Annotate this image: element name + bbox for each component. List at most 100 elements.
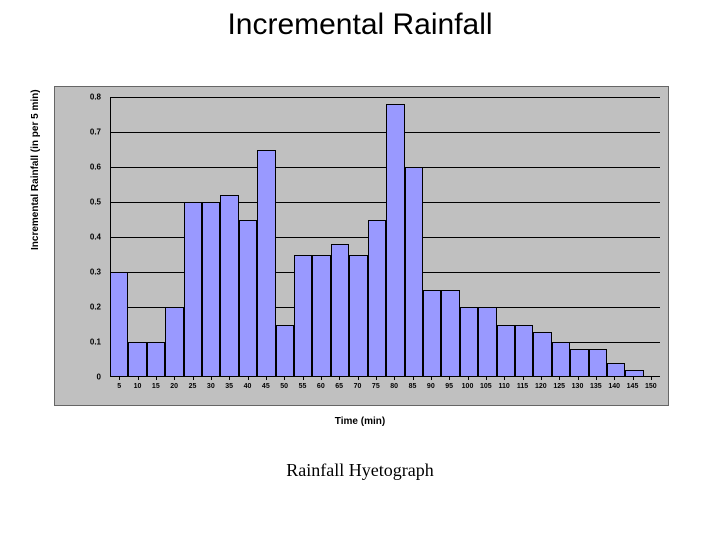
x-tickmark bbox=[559, 377, 560, 380]
x-tickmark bbox=[303, 377, 304, 380]
bar bbox=[497, 325, 515, 378]
y-tick-label: 0.4 bbox=[90, 233, 101, 242]
x-tickmark bbox=[468, 377, 469, 380]
x-tickmark bbox=[394, 377, 395, 380]
bar bbox=[220, 195, 238, 377]
x-tick-label: 145 bbox=[627, 383, 639, 390]
bar bbox=[441, 290, 459, 378]
x-tickmark bbox=[339, 377, 340, 380]
x-tick-label: 80 bbox=[390, 383, 398, 390]
x-tick-label: 85 bbox=[409, 383, 417, 390]
bar bbox=[110, 272, 128, 377]
x-tick-label: 65 bbox=[335, 383, 343, 390]
x-tick-label: 140 bbox=[608, 383, 620, 390]
bar bbox=[405, 167, 423, 377]
x-tick-label: 100 bbox=[462, 383, 474, 390]
x-tick-label: 105 bbox=[480, 383, 492, 390]
x-tickmark bbox=[248, 377, 249, 380]
bar bbox=[147, 342, 165, 377]
x-tickmark bbox=[266, 377, 267, 380]
x-tickmark bbox=[523, 377, 524, 380]
y-tick-label: 0.1 bbox=[90, 338, 101, 347]
x-tickmark bbox=[541, 377, 542, 380]
x-tickmark bbox=[321, 377, 322, 380]
bar bbox=[386, 104, 404, 377]
x-tickmark bbox=[431, 377, 432, 380]
bar bbox=[276, 325, 294, 378]
y-tick-label: 0.6 bbox=[90, 163, 101, 172]
x-tickmark bbox=[211, 377, 212, 380]
bar bbox=[257, 150, 275, 378]
x-tickmark bbox=[633, 377, 634, 380]
bar bbox=[349, 255, 367, 378]
x-tick-label: 15 bbox=[152, 383, 160, 390]
bar bbox=[423, 290, 441, 378]
x-tick-label: 50 bbox=[280, 383, 288, 390]
bar bbox=[533, 332, 551, 378]
caption: Rainfall Hyetograph bbox=[0, 460, 720, 481]
x-tick-label: 5 bbox=[117, 383, 121, 390]
x-tick-label: 75 bbox=[372, 383, 380, 390]
y-tick-label: 0.7 bbox=[90, 128, 101, 137]
x-tick-label: 10 bbox=[134, 383, 142, 390]
x-tick-label: 115 bbox=[517, 383, 528, 390]
page-title: Incremental Rainfall bbox=[0, 8, 720, 42]
x-tickmark bbox=[174, 377, 175, 380]
x-tick-label: 40 bbox=[244, 383, 252, 390]
x-tickmark bbox=[138, 377, 139, 380]
bar bbox=[312, 255, 330, 378]
x-tickmark bbox=[578, 377, 579, 380]
x-tick-label: 130 bbox=[572, 383, 584, 390]
x-axis-ticks: 5101520253035404550556065707580859095100… bbox=[110, 377, 660, 405]
x-tickmark bbox=[358, 377, 359, 380]
x-tickmark bbox=[486, 377, 487, 380]
plot-area bbox=[110, 97, 660, 377]
bar bbox=[460, 307, 478, 377]
x-tick-label: 20 bbox=[170, 383, 178, 390]
x-tickmark bbox=[651, 377, 652, 380]
x-tickmark bbox=[596, 377, 597, 380]
x-tick-label: 90 bbox=[427, 383, 435, 390]
bar bbox=[589, 349, 607, 377]
x-tick-label: 60 bbox=[317, 383, 325, 390]
x-tick-label: 135 bbox=[590, 383, 602, 390]
y-axis-ticks: 00.10.20.30.40.50.60.70.8 bbox=[55, 97, 107, 377]
bar bbox=[165, 307, 183, 377]
bar bbox=[368, 220, 386, 378]
bar bbox=[552, 342, 570, 377]
bar bbox=[239, 220, 257, 378]
bar bbox=[128, 342, 146, 377]
x-tickmark bbox=[284, 377, 285, 380]
bar bbox=[184, 202, 202, 377]
x-tickmark bbox=[119, 377, 120, 380]
x-tickmark bbox=[229, 377, 230, 380]
y-tick-label: 0 bbox=[97, 373, 101, 382]
x-tickmark bbox=[376, 377, 377, 380]
x-tick-label: 35 bbox=[225, 383, 233, 390]
x-tickmark bbox=[193, 377, 194, 380]
bar bbox=[478, 307, 496, 377]
bar bbox=[515, 325, 533, 378]
x-tick-label: 120 bbox=[535, 383, 547, 390]
y-tick-label: 0.2 bbox=[90, 303, 101, 312]
x-axis-label: Time (min) bbox=[0, 416, 720, 427]
bar bbox=[202, 202, 220, 377]
x-tick-label: 30 bbox=[207, 383, 215, 390]
y-tick-label: 0.8 bbox=[90, 93, 101, 102]
x-tick-label: 150 bbox=[645, 383, 657, 390]
y-axis-line bbox=[110, 97, 111, 377]
y-axis-label: Incremental Rainfall (in per 5 min) bbox=[30, 89, 41, 250]
bar bbox=[294, 255, 312, 378]
chart-container: 00.10.20.30.40.50.60.70.8 51015202530354… bbox=[54, 86, 669, 406]
x-tick-label: 55 bbox=[299, 383, 307, 390]
x-tick-label: 95 bbox=[445, 383, 453, 390]
x-tick-label: 110 bbox=[499, 383, 510, 390]
x-tick-label: 25 bbox=[189, 383, 197, 390]
x-tick-label: 45 bbox=[262, 383, 270, 390]
y-tick-label: 0.5 bbox=[90, 198, 101, 207]
x-tickmark bbox=[504, 377, 505, 380]
bar bbox=[331, 244, 349, 377]
x-tickmark bbox=[449, 377, 450, 380]
x-tickmark bbox=[156, 377, 157, 380]
bar bbox=[607, 363, 625, 377]
